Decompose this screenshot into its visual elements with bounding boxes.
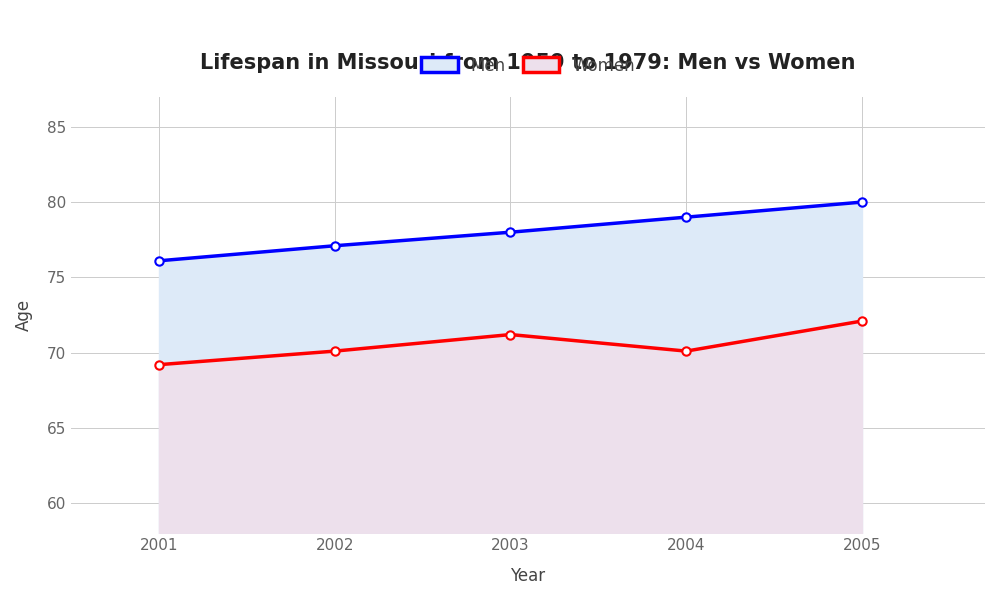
Women <box>504 331 516 338</box>
Line: Women: Women <box>155 317 866 369</box>
Women <box>153 361 165 368</box>
Men <box>680 214 692 221</box>
Line: Men: Men <box>155 198 866 265</box>
Title: Lifespan in Missouri from 1959 to 1979: Men vs Women: Lifespan in Missouri from 1959 to 1979: … <box>200 53 856 73</box>
Legend: Men, Women: Men, Women <box>413 49 644 83</box>
Women <box>680 347 692 355</box>
Men <box>153 257 165 265</box>
Men <box>856 199 868 206</box>
Women <box>856 317 868 325</box>
Y-axis label: Age: Age <box>15 299 33 331</box>
Men <box>329 242 341 250</box>
Men <box>504 229 516 236</box>
Women <box>329 347 341 355</box>
X-axis label: Year: Year <box>511 567 546 585</box>
